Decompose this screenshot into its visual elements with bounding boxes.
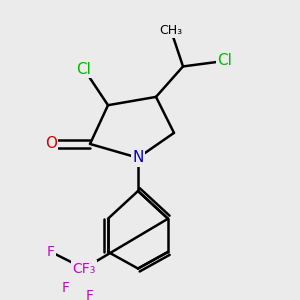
- Text: O: O: [45, 136, 57, 152]
- Text: Cl: Cl: [76, 62, 92, 77]
- Text: F: F: [47, 245, 55, 259]
- Text: CF₃: CF₃: [72, 262, 96, 275]
- Text: Cl: Cl: [218, 53, 232, 68]
- Text: F: F: [86, 289, 94, 300]
- Text: CH₃: CH₃: [159, 24, 183, 37]
- Text: F: F: [62, 281, 70, 295]
- Text: N: N: [132, 150, 144, 165]
